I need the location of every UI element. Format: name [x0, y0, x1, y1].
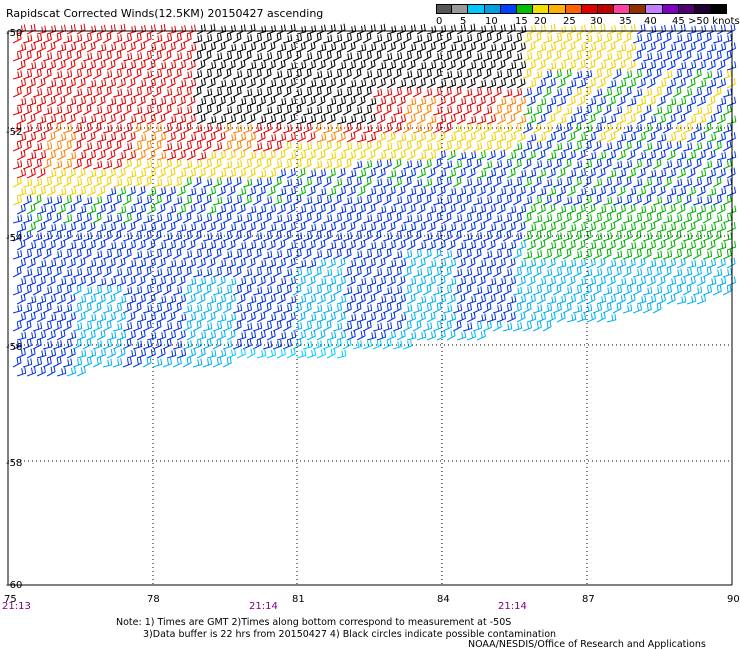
scale-label: 40: [644, 16, 657, 27]
graticule: [7, 30, 733, 586]
scale-swatch: [662, 4, 679, 14]
scale-swatch: [646, 4, 663, 14]
time-label: 21:13: [2, 601, 31, 612]
wind-speed-legend: 0 5 10 15 20 25 30 35 40 45 >50 knots: [436, 4, 740, 34]
lon-label: 75: [4, 594, 17, 605]
scale-swatch: [436, 4, 453, 14]
note-line: Note: 1) Times are GMT 2)Times along bot…: [116, 617, 512, 628]
scale-label: 25: [563, 16, 576, 27]
scale-label: 30: [590, 16, 603, 27]
scale-label: 0: [436, 16, 443, 27]
lon-label: 81: [292, 594, 305, 605]
scale-label: >50 knots: [688, 16, 740, 27]
wind-barb-swath: [12, 23, 737, 377]
lat-label: -56: [6, 342, 22, 353]
lon-label: 84: [437, 594, 450, 605]
latitude-labels: -50 -52 -54 -56 -58 -60: [6, 28, 22, 591]
map-title: Rapidscat Corrected Winds(12.5KM) 201504…: [6, 7, 324, 20]
scale-swatch: [468, 4, 485, 14]
lon-label: 90: [727, 594, 740, 605]
scale-swatch: [614, 4, 631, 14]
scale-swatch: [484, 4, 501, 14]
lat-label: -52: [6, 127, 22, 138]
notes: Note: 1) Times are GMT 2)Times along bot…: [116, 617, 556, 641]
scale-label: 10: [485, 16, 498, 27]
scale-swatch: [500, 4, 517, 14]
scale-swatch: [452, 4, 469, 14]
credit-line: NOAA/NESDIS/Office of Research and Appli…: [468, 639, 706, 650]
scale-swatch: [597, 4, 615, 14]
lat-label: -54: [6, 233, 22, 244]
scale-label: 45: [672, 16, 685, 27]
wind-barbs-lblue: [66, 240, 736, 377]
scale-label: 15: [515, 16, 528, 27]
scale-swatch: [581, 4, 598, 14]
time-labels: 21:13 21:14 21:14: [2, 601, 527, 612]
lat-label: -58: [6, 458, 22, 469]
wind-barbs-blue: [12, 23, 737, 377]
wind-barbs-green: [26, 68, 737, 260]
color-scale-bar: [436, 4, 736, 14]
lat-label: -60: [6, 580, 22, 591]
scale-swatch: [565, 4, 582, 14]
scale-swatch: [678, 4, 695, 14]
scale-swatch: [630, 4, 647, 14]
scale-label: 20: [534, 16, 547, 27]
longitude-labels: 75 78 81 84 87 90: [4, 594, 740, 605]
note-line: 3)Data buffer is 22 hrs from 20150427 4)…: [143, 629, 557, 640]
wind-barbs-black: [192, 23, 527, 125]
scale-swatch: [711, 4, 728, 14]
scale-label: 5: [460, 16, 467, 27]
scale-swatch: [549, 4, 566, 14]
time-label: 21:14: [498, 601, 527, 612]
time-label: 21:14: [249, 601, 278, 612]
scale-swatch: [695, 4, 712, 14]
wind-barbs-cyan: [226, 338, 413, 359]
lon-label: 78: [147, 594, 160, 605]
lat-label: -50: [6, 28, 22, 39]
scale-label: 35: [619, 16, 632, 27]
lon-label: 87: [582, 594, 595, 605]
scale-swatch: [533, 4, 550, 14]
scale-swatch: [516, 4, 534, 14]
color-scale-labels: 0 5 10 15 20 25 30 35 40 45 >50 knots: [436, 14, 740, 28]
